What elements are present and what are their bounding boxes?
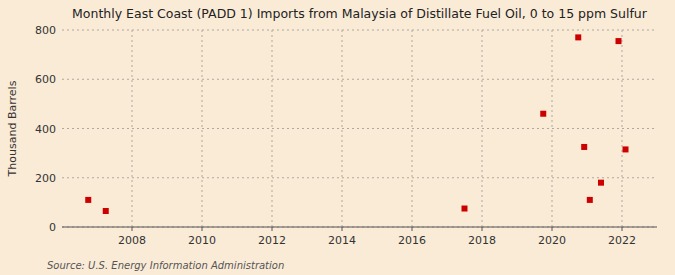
x-tick: [202, 227, 203, 231]
x-grid-line: [202, 30, 203, 227]
x-tick-label: 2014: [328, 234, 356, 247]
x-grid-line: [552, 30, 553, 227]
x-grid-line: [272, 30, 273, 227]
y-tick-label: 600: [35, 73, 56, 86]
x-grid-line: [132, 30, 133, 227]
x-tick-label: 2020: [538, 234, 566, 247]
x-tick: [622, 227, 623, 231]
x-grid-line: [622, 30, 623, 227]
x-grid-line: [412, 30, 413, 227]
y-grid-line: [62, 79, 657, 80]
x-tick-label: 2022: [608, 234, 636, 247]
source: Source: U.S. Energy Information Administ…: [47, 260, 284, 271]
y-tick-label: 0: [49, 221, 56, 234]
y-grid-line: [62, 128, 657, 129]
point: [103, 208, 109, 214]
y-tick-label: 200: [35, 172, 56, 185]
x-tick: [342, 227, 343, 231]
point: [587, 197, 593, 203]
point: [540, 111, 546, 117]
point: [598, 180, 604, 186]
y-tick-label: 400: [35, 123, 56, 136]
x-tick-label: 2016: [398, 234, 426, 247]
point: [462, 206, 468, 212]
x-tick-label: 2010: [188, 234, 216, 247]
x-tick: [552, 227, 553, 231]
x-tick: [272, 227, 273, 231]
y-grid-line: [62, 30, 657, 31]
point: [623, 146, 629, 152]
point: [575, 34, 581, 40]
y-axis-label: Thousand Barrels: [6, 80, 19, 177]
x-tick-label: 2018: [468, 234, 496, 247]
background: [0, 0, 675, 275]
x-tick-label: 2012: [258, 234, 286, 247]
grid: [62, 30, 657, 227]
x-tick-label: 2008: [118, 234, 146, 247]
x-tick: [412, 227, 413, 231]
y-grid-line: [62, 227, 657, 228]
chart: 0 200 400 600 800 2008 2010 2012 2014 2016 2018 202…: [0, 0, 675, 275]
points: [85, 34, 628, 214]
x-tick: [132, 227, 133, 231]
point: [581, 144, 587, 150]
x-tick: [482, 227, 483, 231]
point: [616, 38, 622, 44]
x-axis-line: [62, 227, 657, 228]
title: Monthly East Coast (PADD 1) Imports from…: [72, 6, 648, 21]
point: [85, 197, 91, 203]
x-grid-line: [342, 30, 343, 227]
x-grid-line: [482, 30, 483, 227]
y-grid-line: [62, 177, 657, 178]
y-tick-label: 800: [35, 24, 56, 37]
